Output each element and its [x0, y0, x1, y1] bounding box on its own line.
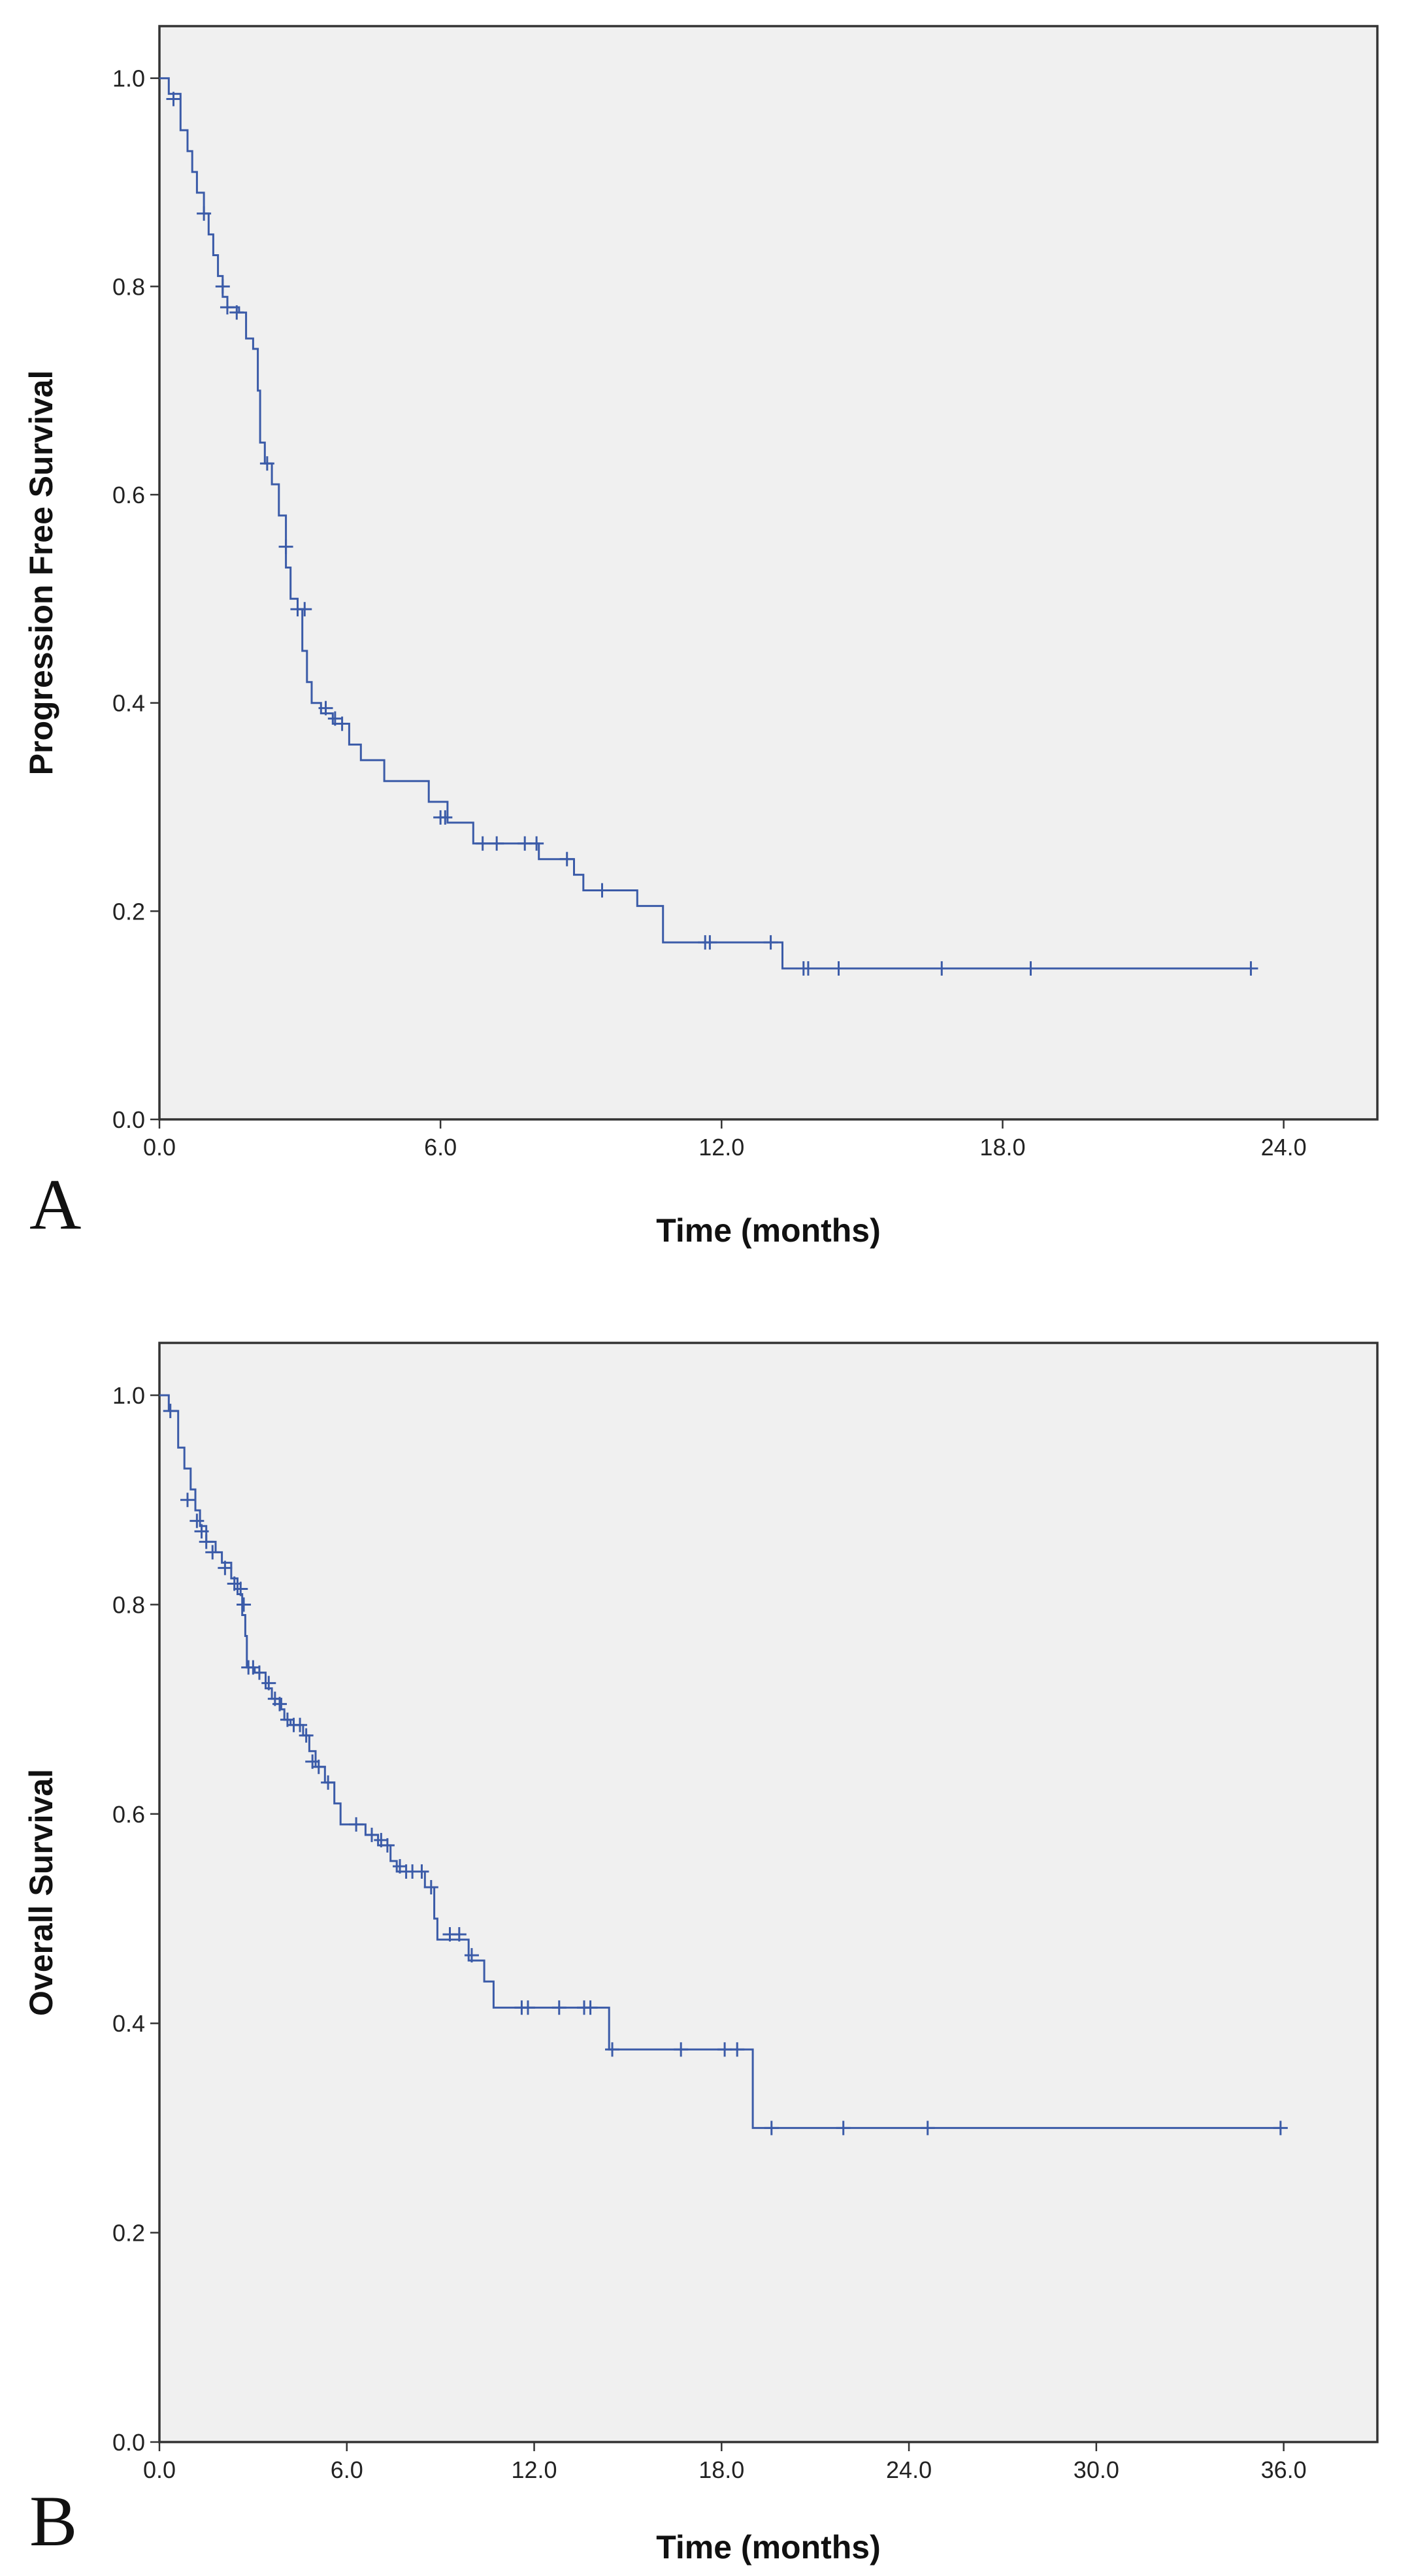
panel-a-censor-mark: [318, 701, 333, 716]
panel-a-censor-mark: [297, 602, 312, 617]
panel-a-x-tick-label: 6.0: [424, 1134, 457, 1161]
panel-a-x-tick-label: 0.0: [143, 1134, 176, 1161]
panel-b-x-tick-label: 30.0: [1074, 2456, 1119, 2483]
panel-b-censor-mark: [233, 1581, 248, 1596]
panel-a-censor-mark: [489, 836, 504, 851]
panel-b-censor-mark: [252, 1665, 267, 1680]
panel-a-x-axis: 0.0 6.0 12.0 18.0 24.0: [143, 1119, 1307, 1161]
panel-b-y-tick-label: 1.0: [112, 1382, 145, 1409]
panel-b-x-tick-label: 24.0: [886, 2456, 932, 2483]
panel-a-censor-mark: [335, 716, 350, 731]
panel-a-censor-mark: [1243, 961, 1258, 976]
panel-b-censor-mark: [349, 1817, 364, 1832]
panel-b-censor-mark: [189, 1513, 205, 1528]
panel-b-censor-mark: [674, 2042, 689, 2057]
panel-b-x-tick-label: 18.0: [698, 2456, 744, 2483]
panel-b-censor-mark: [717, 2042, 732, 2057]
panel-a-censor-mark: [934, 961, 949, 976]
panel-b-censor-mark: [299, 1728, 314, 1743]
panel-a-y-tick-label: 0.0: [112, 1106, 145, 1133]
panel-a-censor-mark: [763, 935, 778, 950]
panel-a-censor-mark: [259, 456, 274, 471]
panel-b-censor-mark: [730, 2042, 745, 2057]
panel-a-x-tick-label: 18.0: [979, 1134, 1025, 1161]
panel-a-x-tick-label: 12.0: [698, 1134, 744, 1161]
panel-b-censor-mark: [520, 2000, 535, 2015]
panel-a-y-tick-label: 0.4: [112, 690, 145, 717]
panel-b-y-tick-label: 0.0: [112, 2429, 145, 2456]
panel-b-x-tick-label: 6.0: [331, 2456, 363, 2483]
panel-b-chart: 0.0 6.0 12.0 18.0 24.0 30.0 36.0 0.00.20.40.60…: [23, 1342, 1379, 2566]
panel-a-y-tick-label: 0.2: [112, 898, 145, 925]
panel-a-y-tick-label: 0.8: [112, 273, 145, 300]
panel-a-x-axis-title: Time (months): [656, 1212, 881, 1249]
panel-b-censor-mark: [583, 2000, 598, 2015]
panel-a-censor-mark: [475, 836, 490, 851]
panel-a-y-axis: 0.0 0.2 0.4 0.6 0.8 1.0: [112, 65, 159, 1133]
panel-b-censor-mark: [311, 1759, 326, 1774]
panel-b-censor-mark: [199, 1534, 214, 1549]
panel-a-censor-marks: [166, 91, 1258, 976]
panel-b-y-tick-label: 0.6: [112, 1801, 145, 1828]
panel-b-label: B: [29, 2481, 77, 2561]
panel-b-y-axis-title: Overall Survival: [23, 1769, 59, 2016]
panel-b-x-axis: 0.0 6.0 12.0 18.0 24.0 30.0 36.0: [143, 2442, 1307, 2483]
panel-b-censor-mark: [218, 1560, 233, 1576]
panel-b-censor-marks: [163, 1404, 1288, 2136]
panel-b-censor-mark: [764, 2121, 779, 2136]
panel-b-censor-mark: [194, 1524, 209, 1539]
panel-b-censor-mark: [180, 1493, 195, 1508]
panel-b-censor-mark: [452, 1927, 467, 1942]
panel-b-x-tick-label: 12.0: [511, 2456, 557, 2483]
panel-b-censor-mark: [261, 1676, 276, 1691]
panel-b-censor-mark: [321, 1775, 336, 1790]
panel-b-censor-mark: [293, 1717, 308, 1732]
panel-b-censor-mark: [272, 1696, 287, 1711]
panel-b-censor-mark: [380, 1838, 395, 1853]
panel-b-y-tick-label: 0.4: [112, 2010, 145, 2037]
panel-a-censor-mark: [215, 279, 230, 294]
panel-b-censor-mark: [205, 1545, 220, 1560]
panel-a-label: A: [29, 1164, 81, 1244]
panel-a-y-axis-title: Progression Free Survival: [23, 371, 59, 776]
panel-b-censor-mark: [920, 2121, 935, 2136]
panel-b-x-axis-title: Time (months): [656, 2529, 881, 2566]
panel-b-x-tick-label: 0.0: [143, 2456, 176, 2483]
panel-b-censor-mark: [464, 1948, 479, 1963]
panel-a-censor-mark: [166, 91, 181, 107]
panel-a-censor-mark: [595, 883, 610, 898]
panel-a-y-tick-label: 0.6: [112, 482, 145, 508]
panel-a-y-tick-label: 1.0: [112, 65, 145, 92]
panel-b-censor-mark: [365, 1827, 380, 1842]
panel-b-censor-mark: [836, 2121, 851, 2136]
panel-a-censor-mark: [831, 961, 846, 976]
panel-b-censor-mark: [551, 2000, 566, 2015]
panel-a-censor-mark: [1023, 961, 1038, 976]
panel-b-x-tick-label: 36.0: [1261, 2456, 1307, 2483]
panel-a-censor-mark: [800, 961, 815, 976]
panel-b-y-axis: 0.0 0.2 0.4 0.6 0.8 1.0: [112, 1382, 159, 2456]
panel-b-censor-mark: [423, 1879, 438, 1894]
panel-a-censor-mark: [220, 300, 235, 315]
panel-a-chart: 0.0 6.0 12.0 18.0 24.0 0.0 0.2 0.4 0.6 0.8 1.0 Ti…: [23, 25, 1379, 1249]
panel-a-censor-mark: [529, 836, 544, 851]
panel-a-censor-mark: [559, 851, 574, 867]
panel-a-x-tick-label: 24.0: [1261, 1134, 1307, 1161]
panel-b-censor-mark: [237, 1597, 252, 1612]
panel-b-censor-mark: [1273, 2121, 1288, 2136]
panel-b-censor-mark: [414, 1864, 429, 1879]
panel-a-censor-mark: [278, 539, 293, 554]
panel-b-censor-mark: [163, 1404, 178, 1419]
panel-b-plot-area: [158, 1342, 1379, 2443]
panel-b-y-tick-label: 0.8: [112, 1591, 145, 1618]
panel-b-y-tick-label: 0.2: [112, 2220, 145, 2247]
panel-a-censor-mark: [438, 810, 453, 825]
panel-b-censor-mark: [605, 2042, 620, 2057]
panel-a-plot-area: [158, 25, 1379, 1121]
panel-a-censor-mark: [229, 305, 244, 320]
panel-a-censor-mark: [702, 935, 717, 950]
panel-a-censor-mark: [197, 206, 212, 221]
